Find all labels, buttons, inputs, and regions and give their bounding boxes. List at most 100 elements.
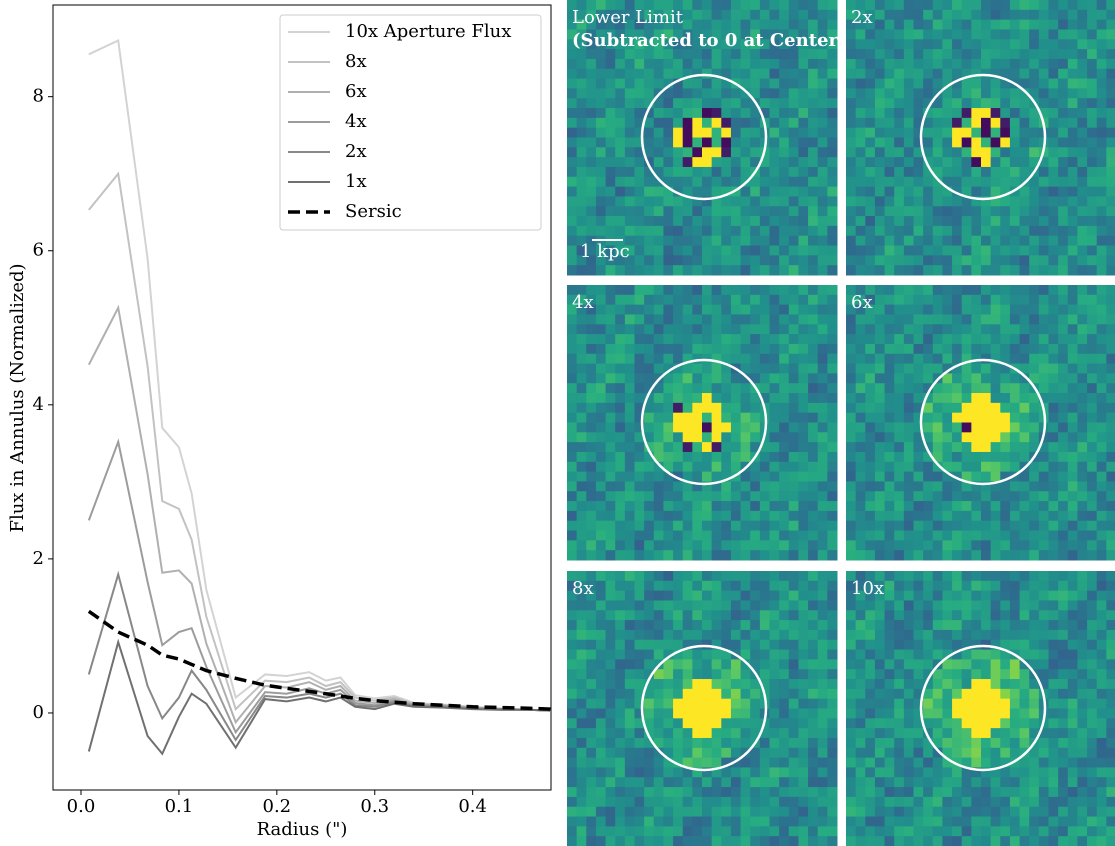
image-pixel [991,206,1001,216]
image-pixel [1087,738,1097,748]
image-pixel [846,777,856,787]
image-pixel [702,128,712,138]
image-pixel [663,432,673,442]
image-pixel [942,540,952,550]
image-pixel [808,550,818,560]
image-pixel [875,767,885,777]
image-pixel [654,620,664,630]
image-pixel [760,767,770,777]
image-pixel [567,836,577,846]
image-pixel [1058,748,1068,758]
image-pixel [1106,0,1115,10]
image-pixel [577,620,587,630]
image-pixel [991,777,1001,787]
image-pixel [827,147,837,157]
image-pixel [683,591,693,601]
image-pixel [991,344,1001,354]
image-pixel [770,718,780,728]
image-pixel [971,699,981,709]
image-pixel [933,797,943,807]
image-pixel [789,196,799,206]
image-pixel [731,373,741,383]
image-pixel [577,777,587,787]
image-pixel [760,758,770,768]
image-pixel [981,521,991,531]
image-pixel [933,39,943,49]
image-pixel [991,540,1001,550]
image-pixel [635,807,645,817]
image-pixel [625,620,635,630]
image-pixel [1049,462,1059,472]
image-pixel [1087,581,1097,591]
image-pixel [971,118,981,128]
image-pixel [1049,738,1059,748]
image-pixel [596,650,606,660]
image-pixel [914,59,924,69]
image-pixel [1039,817,1049,827]
image-pixel [712,177,722,187]
image-pixel [952,689,962,699]
image-pixel [1020,640,1030,650]
image-pixel [789,452,799,462]
image-pixel [770,581,780,591]
image-pixel [760,187,770,197]
image-pixel [635,481,645,491]
image-pixel [808,630,818,640]
image-pixel [991,216,1001,226]
image-pixel [1020,669,1030,679]
image-pixel [846,797,856,807]
panel-label: 8x [572,578,594,599]
image-pixel [789,285,799,295]
image-pixel [865,758,875,768]
image-pixel [808,452,818,462]
image-pixel [731,689,741,699]
image-pixel [663,59,673,69]
image-pixel [692,442,702,452]
image-pixel [577,98,587,108]
image-pixel [914,501,924,511]
image-pixel [567,236,577,246]
image-pixel [789,324,799,334]
image-pixel [1077,699,1087,709]
image-pixel [789,314,799,324]
image-pixel [962,728,972,738]
image-pixel [1097,10,1107,20]
image-pixel [904,709,914,719]
image-pixel [702,20,712,30]
image-pixel [914,807,924,817]
image-pixel [635,79,645,89]
image-pixel [586,196,596,206]
image-pixel [818,0,828,10]
image-pixel [770,521,780,531]
image-pixel [770,432,780,442]
image-pixel [1097,581,1107,591]
image-pixel [827,679,837,689]
image-pixel [750,571,760,581]
image-pixel [808,226,818,236]
image-pixel [586,462,596,472]
image-pixel [779,255,789,265]
image-pixel [635,521,645,531]
image-pixel [933,423,943,433]
image-pixel [1087,550,1097,560]
image-pixel [1000,531,1010,541]
image-pixel [644,314,654,324]
image-pixel [875,472,885,482]
image-pixel [827,295,837,305]
image-pixel [856,807,866,817]
image-pixel [1058,501,1068,511]
image-pixel [1020,403,1030,413]
image-pixel [721,540,731,550]
image-pixel [702,265,712,275]
image-pixel [654,600,664,610]
image-pixel [721,20,731,30]
image-pixel [904,226,914,236]
image-pixel [789,610,799,620]
image-pixel [779,659,789,669]
image-pixel [942,324,952,334]
image-pixel [875,108,885,118]
image-pixel [942,413,952,423]
image-pixel [1039,226,1049,236]
image-pixel [798,255,808,265]
image-pixel [1049,196,1059,206]
